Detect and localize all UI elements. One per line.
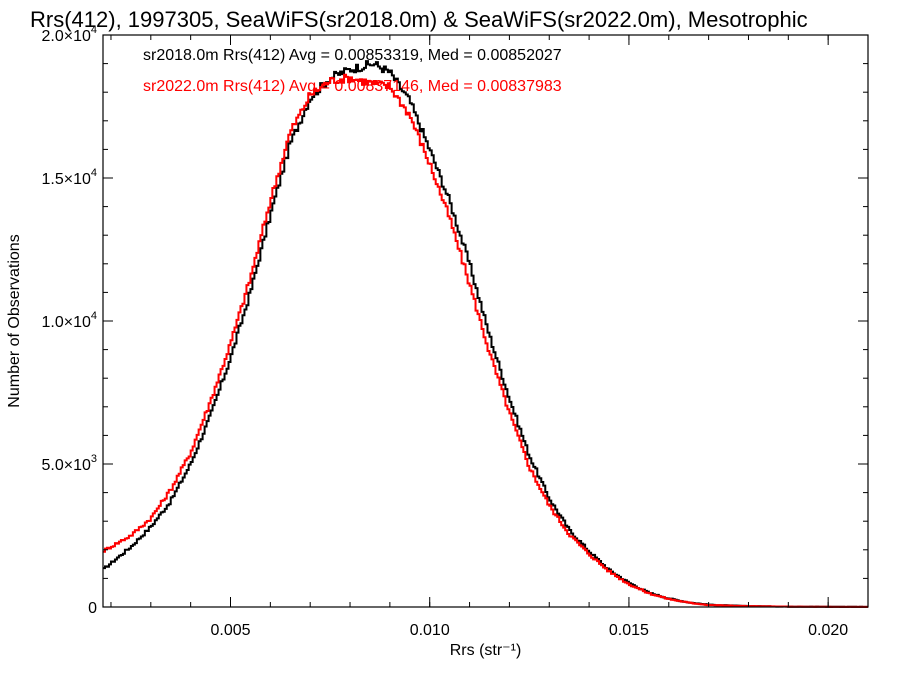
y-tick-label: 2.0×104	[41, 24, 97, 45]
legend-entry-sr2022: sr2022.0m Rrs(412) Avg = 0.00837146, Med…	[143, 78, 562, 95]
series-layer	[103, 60, 868, 608]
x-tick-label: 0.020	[808, 622, 848, 639]
axis-layer: 0.005 0.010 0.015 0.020 0 5.0×103 1.0×104 1.5×1…	[41, 24, 868, 639]
legend: sr2018.0m Rrs(412) Avg = 0.00853319, Med…	[143, 47, 562, 95]
x-tick-label: 0.015	[609, 622, 649, 639]
y-tick-label: 0	[88, 600, 97, 617]
y-tick-label: 1.5×104	[41, 167, 97, 188]
series-line-sr2022	[103, 73, 868, 608]
x-tick-label: 0.005	[210, 622, 250, 639]
chart-title: Rrs(412), 1997305, SeaWiFS(sr2018.0m) & …	[30, 7, 808, 32]
legend-entry-sr2018: sr2018.0m Rrs(412) Avg = 0.00853319, Med…	[143, 47, 562, 64]
y-tick-label: 5.0×103	[41, 453, 97, 474]
y-axis-label: Number of Observations	[6, 234, 23, 407]
x-axis-label: Rrs (str⁻¹)	[450, 642, 522, 659]
x-tick-label: 0.010	[410, 622, 450, 639]
y-tick-label: 1.0×104	[41, 310, 97, 331]
series-line-sr2018	[103, 60, 868, 608]
